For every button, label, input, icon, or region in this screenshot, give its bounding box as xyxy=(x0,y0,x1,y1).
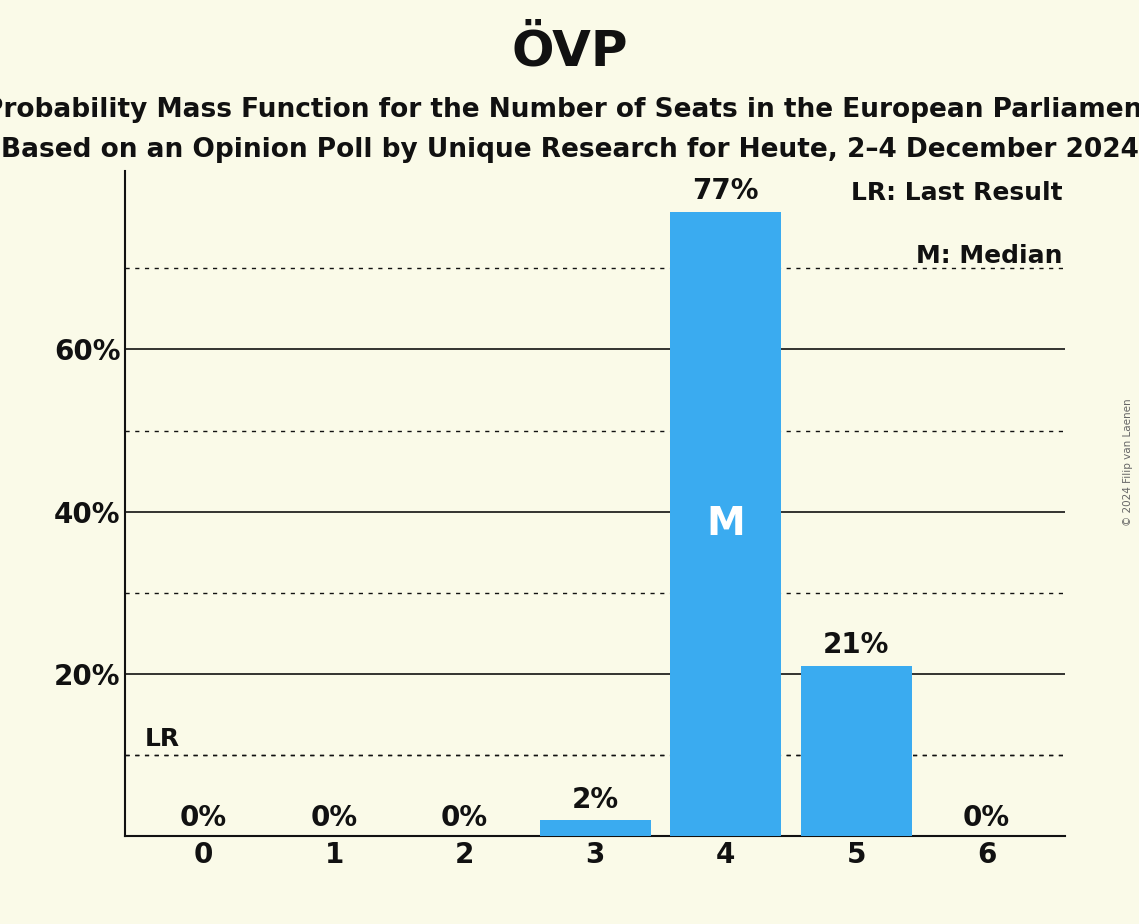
Bar xyxy=(801,666,911,836)
Text: LR: Last Result: LR: Last Result xyxy=(851,181,1063,205)
Bar xyxy=(540,820,650,836)
Text: 21%: 21% xyxy=(823,631,890,660)
Text: 0%: 0% xyxy=(441,804,489,833)
Text: M: Median: M: Median xyxy=(916,244,1063,268)
Text: ÖVP: ÖVP xyxy=(511,28,628,76)
Text: 2%: 2% xyxy=(572,785,618,813)
Text: M: M xyxy=(706,505,745,543)
Text: Based on an Opinion Poll by Unique Research for Heute, 2–4 December 2024: Based on an Opinion Poll by Unique Resea… xyxy=(0,137,1139,163)
Text: © 2024 Filip van Laenen: © 2024 Filip van Laenen xyxy=(1123,398,1133,526)
Text: 77%: 77% xyxy=(693,177,759,205)
Text: 0%: 0% xyxy=(180,804,227,833)
Bar xyxy=(670,212,781,836)
Text: 0%: 0% xyxy=(311,804,358,833)
Text: LR: LR xyxy=(145,727,180,751)
Text: 0%: 0% xyxy=(964,804,1010,833)
Text: Probability Mass Function for the Number of Seats in the European Parliament: Probability Mass Function for the Number… xyxy=(0,97,1139,123)
